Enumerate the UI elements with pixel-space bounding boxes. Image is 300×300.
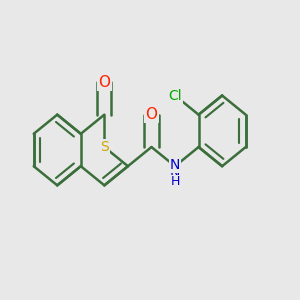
- Text: Cl: Cl: [168, 88, 182, 103]
- Text: O: O: [98, 75, 110, 90]
- Text: N: N: [170, 158, 180, 172]
- Text: H: H: [170, 175, 180, 188]
- Text: O: O: [146, 107, 158, 122]
- Text: S: S: [100, 140, 109, 154]
- Text: N: N: [170, 166, 180, 180]
